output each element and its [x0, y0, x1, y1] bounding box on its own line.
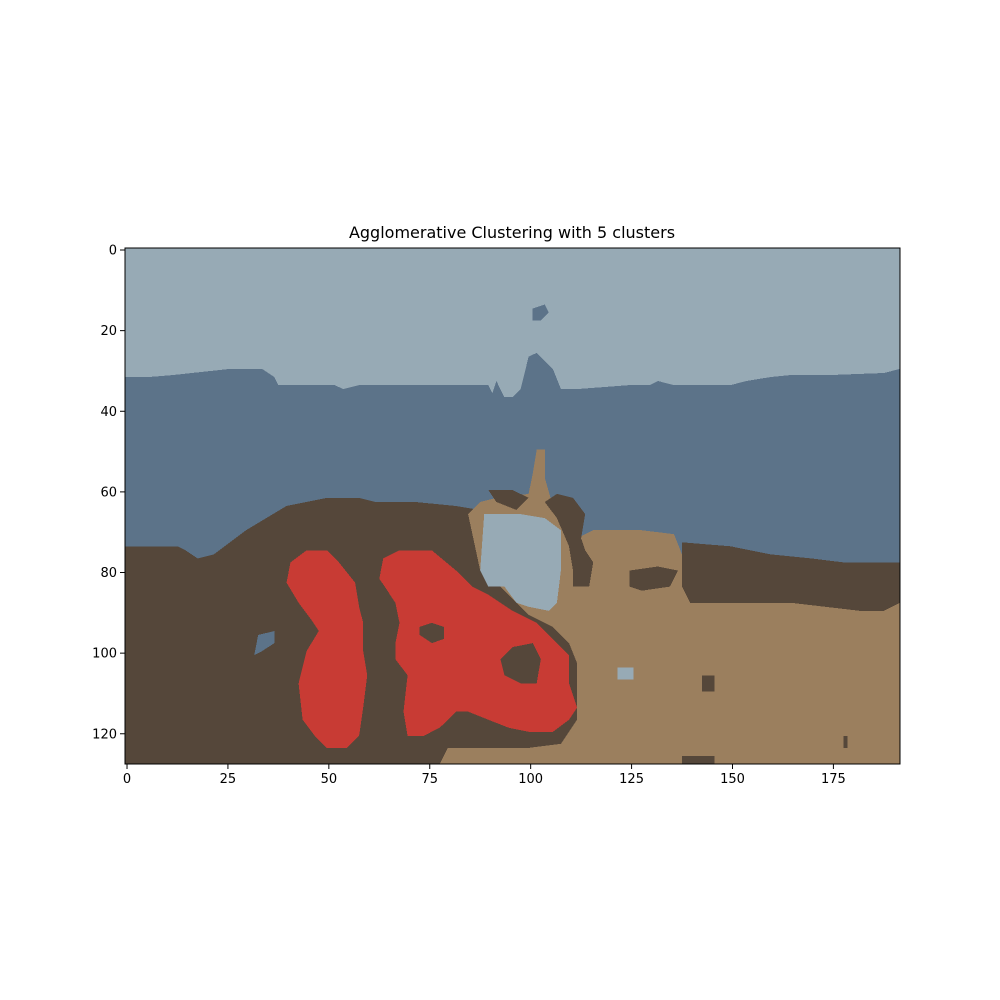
plot-area	[124, 247, 901, 765]
cluster-region-dark_earth-11	[843, 735, 848, 748]
cluster-image	[125, 248, 900, 764]
cluster-region-water-14	[254, 631, 275, 656]
cluster-region-sky-13	[617, 667, 634, 680]
x-tick-label: 150	[720, 772, 745, 787]
x-tick-label: 100	[518, 772, 543, 787]
cluster-region-red-15	[286, 550, 368, 748]
y-tick-label: 40	[100, 405, 117, 420]
cluster-region-red-16	[379, 550, 578, 736]
y-tick-label: 0	[109, 244, 117, 259]
x-tick-label: 125	[619, 772, 644, 787]
cluster-region-dark_earth-8	[629, 566, 678, 591]
x-axis: 0 25 50 75 100 125 150 175	[123, 764, 846, 787]
plot-frame	[124, 247, 901, 765]
y-axis: 0 20 40 60 80 100 120	[92, 244, 125, 742]
y-tick-label: 20	[100, 324, 117, 339]
cluster-region-dark_earth-5	[682, 542, 900, 611]
y-tick-label: 120	[92, 727, 117, 742]
cluster-region-dark_earth-17	[500, 643, 541, 684]
chart-title: Agglomerative Clustering with 5 clusters	[349, 223, 675, 242]
cluster-region-dark_earth-18	[419, 622, 444, 644]
y-tick-label: 80	[100, 566, 117, 581]
cluster-region-dark_earth-10	[682, 755, 715, 764]
y-tick-label: 100	[92, 647, 117, 662]
cluster-region-dark_earth-6	[544, 493, 594, 587]
cluster-region-water-2	[532, 304, 549, 321]
x-tick-label: 50	[321, 772, 338, 787]
x-tick-label: 25	[220, 772, 237, 787]
x-tick-label: 175	[821, 772, 846, 787]
cluster-region-dark_earth-9	[702, 675, 715, 692]
y-tick-label: 60	[100, 485, 117, 500]
cluster-region-dark_earth-7	[488, 489, 529, 510]
x-tick-label: 0	[123, 772, 131, 787]
x-tick-label: 75	[421, 772, 438, 787]
cluster-region-sky-12	[480, 514, 561, 611]
